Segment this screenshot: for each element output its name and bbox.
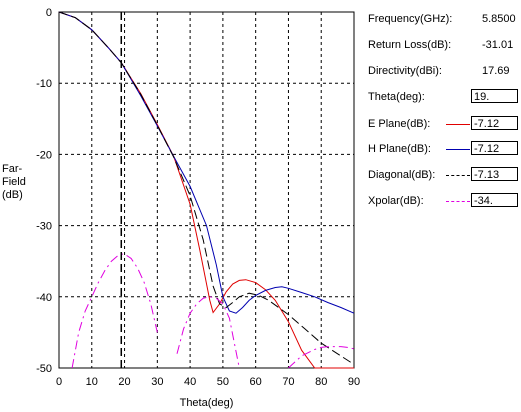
y-tick-label: -20 — [36, 149, 52, 161]
x-tick-label: 40 — [184, 376, 196, 388]
x-tick-label: 60 — [250, 376, 262, 388]
y-tick-label: 0 — [46, 7, 52, 19]
y-tick-label: -40 — [36, 292, 52, 304]
diagonal-swatch — [446, 175, 470, 176]
y-axis-label-line: Far- — [2, 163, 23, 175]
x-tick-label: 90 — [348, 376, 360, 388]
series-line-xpolar — [176, 296, 240, 369]
series-line-e-plane — [58, 11, 354, 369]
h-plane-field[interactable]: -7.12 — [471, 141, 518, 155]
y-tick-label: -30 — [36, 221, 52, 233]
series-line-xpolar — [288, 346, 355, 369]
directivity-label: Directivity(dBi): — [368, 65, 442, 77]
frequency-value: 5.8500 — [482, 13, 516, 25]
plot-frame — [58, 11, 355, 369]
return-loss-label: Return Loss(dB): — [368, 39, 452, 51]
xpolar-field[interactable]: -34. — [471, 193, 518, 207]
x-tick-label: 30 — [151, 376, 163, 388]
directivity-value: 17.69 — [482, 65, 510, 77]
theta-label: Theta(deg): — [368, 91, 425, 103]
e-plane-swatch — [446, 124, 470, 125]
frequency-label: Frequency(GHz): — [368, 13, 453, 25]
diagonal-field[interactable]: -7.13 — [471, 167, 518, 181]
x-tick-label: 80 — [315, 376, 327, 388]
diagonal-label: Diagonal(dB): — [368, 169, 436, 181]
x-axis-label: Theta(deg) — [180, 397, 234, 409]
h-plane-swatch — [446, 149, 470, 150]
xpolar-swatch — [446, 201, 470, 202]
x-tick-label: 20 — [118, 376, 130, 388]
results-panel: Frequency(GHz): 5.8500 Return Loss(dB): … — [360, 0, 521, 412]
y-axis-label-line: (dB) — [2, 189, 23, 201]
h-plane-label: H Plane(dB): — [368, 143, 431, 155]
y-tick-label: -10 — [36, 78, 52, 90]
y-tick-label: -50 — [36, 363, 52, 375]
y-axis-label: Far- Field (dB) — [2, 163, 32, 202]
x-tick-label: 50 — [217, 376, 229, 388]
y-axis-label-line: Field — [2, 176, 26, 188]
plot-grid — [59, 12, 354, 368]
tick-labels: 0 10 20 30 40 50 60 70 80 90 0 -10 -20 -30 -40 -50 — [36, 7, 360, 388]
x-tick-label: 10 — [86, 376, 98, 388]
series-line-xpolar — [71, 253, 158, 369]
e-plane-label: E Plane(dB): — [368, 118, 431, 130]
x-tick-label: 0 — [56, 376, 62, 388]
xpolar-label: Xpolar(dB): — [368, 195, 424, 207]
e-plane-field[interactable]: -7.12 — [471, 116, 518, 130]
theta-field[interactable]: 19. — [471, 89, 518, 103]
far-field-plot: 0 10 20 30 40 50 60 70 80 90 0 -10 -20 -30 -40 -50 Thet… — [36, 7, 360, 409]
series-line-h-plane — [58, 11, 355, 314]
return-loss-value: -31.01 — [482, 39, 514, 51]
curves — [58, 11, 355, 369]
series-line-diagonal — [58, 11, 355, 365]
x-tick-label: 70 — [282, 376, 294, 388]
